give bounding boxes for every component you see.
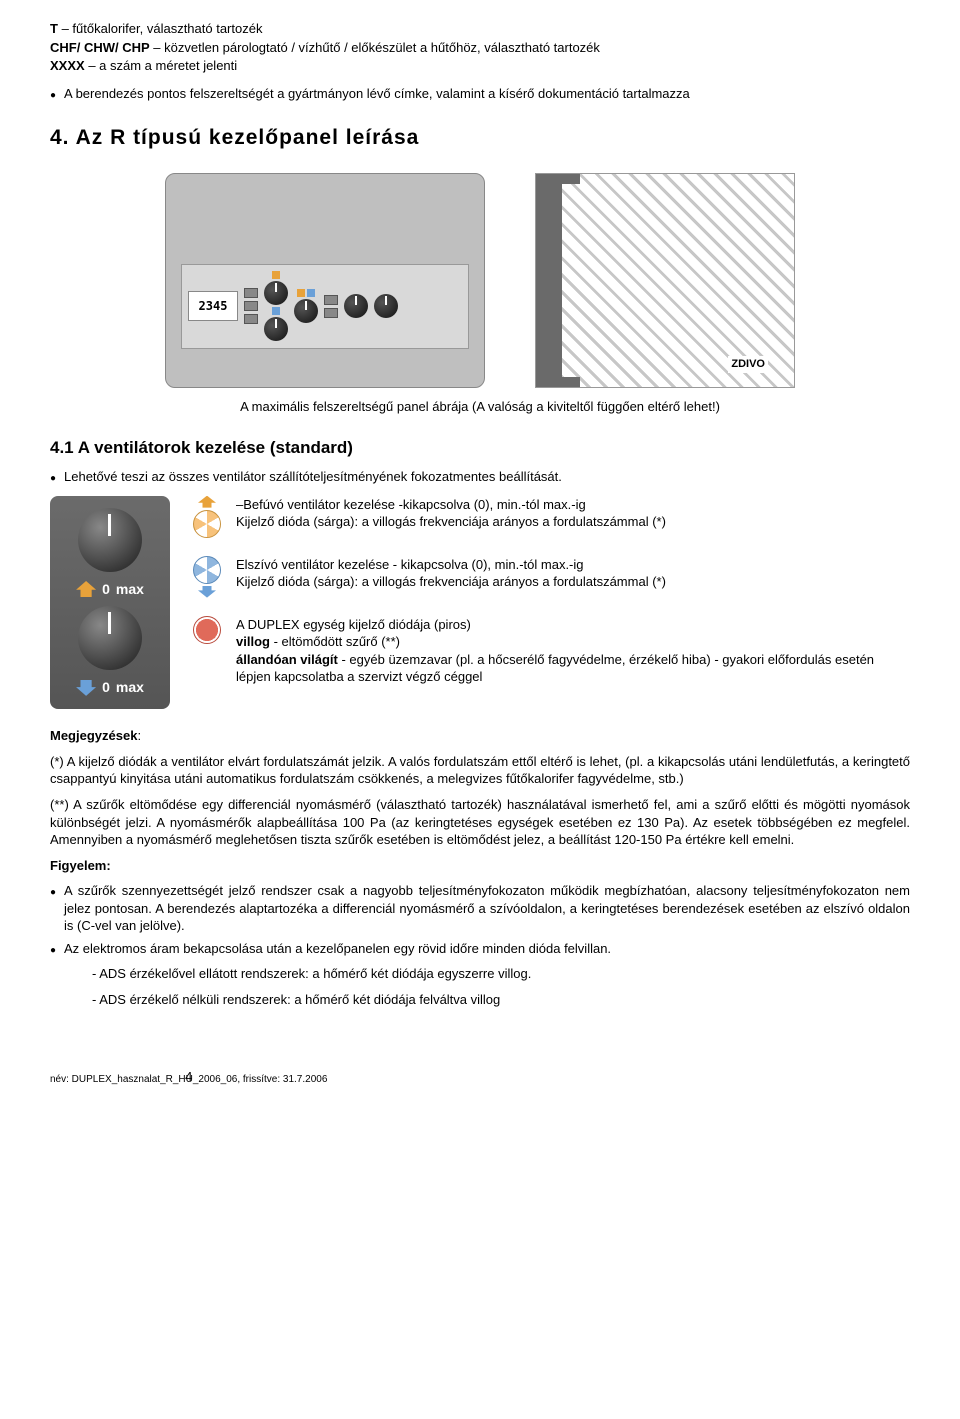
knob-zero-1: 0 (102, 580, 110, 599)
warn-bullet-2: Az elektromos áram bekapcsolása után a k… (64, 940, 910, 958)
status-blink: villog (236, 634, 270, 649)
arrow-up-icon (76, 581, 96, 597)
wall-cross-section: ZDIVO (535, 173, 795, 388)
section-41-title: 4.1 A ventilátorok kezelése (standard) (50, 437, 910, 460)
knob-max-2: max (116, 678, 144, 697)
exhaust-fan-knob (78, 606, 142, 670)
equipment-bullet: A berendezés pontos felszereltségét a gy… (64, 85, 910, 103)
note-2: (**) A szűrők eltömődése egy differenciá… (50, 796, 910, 849)
exhaust-fan-line2: Kijelző dióda (sárga): a villogás frekve… (236, 573, 666, 591)
panel-figure: 2345 ZDIVO (50, 173, 910, 388)
notes-block: Megjegyzések: (*) A kijelző diódák a ven… (50, 727, 910, 848)
supply-fan-line2: Kijelző dióda (sárga): a villogás frekve… (236, 513, 666, 531)
page-footer: név: DUPLEX_hasznalat_R_HU_2006_06, fris… (50, 1068, 910, 1086)
panel-knob-5 (374, 294, 398, 318)
section-41-bullets: Lehetővé teszi az összes ventilátor szál… (50, 468, 910, 486)
panel-knob-1 (264, 281, 288, 305)
section-41-bullet: Lehetővé teszi az összes ventilátor szál… (64, 468, 910, 486)
figure-caption: A maximális felszereltségű panel ábrája … (50, 398, 910, 416)
warning-title: Figyelem: (50, 857, 910, 875)
exhaust-fan-icon (190, 556, 224, 598)
status-blink-desc: - eltömődött szűrő (**) (270, 634, 400, 649)
definitions-block: T – fűtőkalorifer, választható tartozék … (50, 20, 910, 75)
fan-controls-section: 0 max 0 max –Befúvó ventilátor kezelése … (50, 496, 910, 710)
warning-block: Figyelem: A szűrők szennyezettségét jelz… (50, 857, 910, 1009)
fan-knob-panel: 0 max 0 max (50, 496, 170, 710)
status-led-icon (190, 616, 224, 644)
term-t: T (50, 21, 58, 36)
notes-title: Megjegyzések (50, 728, 137, 743)
status-line1: A DUPLEX egység kijelző diódája (piros) (236, 616, 910, 634)
supply-fan-knob (78, 508, 142, 572)
term-chf: CHF/ CHW/ CHP (50, 40, 150, 55)
fan-descriptions: –Befúvó ventilátor kezelése -kikapcsolva… (190, 496, 910, 704)
note-1: (*) A kijelző diódák a ventilátor elvárt… (50, 753, 910, 788)
control-panel-illustration: 2345 (165, 173, 485, 388)
status-steady: állandóan világít (236, 652, 338, 667)
panel-knob-4 (344, 294, 368, 318)
knob-max-1: max (116, 580, 144, 599)
supply-fan-icon (190, 496, 224, 538)
term-xxxx: XXXX (50, 58, 85, 73)
warn-bullet-1: A szűrők szennyezettségét jelző rendszer… (64, 882, 910, 935)
desc-xxxx: – a szám a méretet jelenti (88, 58, 237, 73)
section-4-title: 4. Az R típusú kezelőpanel leírása (50, 124, 910, 152)
desc-chf: – közvetlen párologtató / vízhűtő / elők… (153, 40, 600, 55)
exhaust-fan-line1: Elszívó ventilátor kezelése - kikapcsolv… (236, 556, 666, 574)
equipment-bullet-list: A berendezés pontos felszereltségét a gy… (50, 85, 910, 103)
warn-sub-1: - ADS érzékelővel ellátott rendszerek: a… (50, 965, 910, 983)
panel-lcd-display: 2345 (188, 291, 238, 321)
panel-knob-3 (294, 299, 318, 323)
desc-t: – fűtőkalorifer, választható tartozék (62, 21, 263, 36)
wall-label: ZDIVO (728, 356, 768, 373)
supply-fan-line1: –Befúvó ventilátor kezelése -kikapcsolva… (236, 496, 666, 514)
arrow-down-icon (76, 680, 96, 696)
panel-knob-2 (264, 317, 288, 341)
warn-sub-2: - ADS érzékelő nélküli rendszerek: a hőm… (50, 991, 910, 1009)
knob-zero-2: 0 (102, 678, 110, 697)
page-number: 4 (185, 1068, 192, 1086)
